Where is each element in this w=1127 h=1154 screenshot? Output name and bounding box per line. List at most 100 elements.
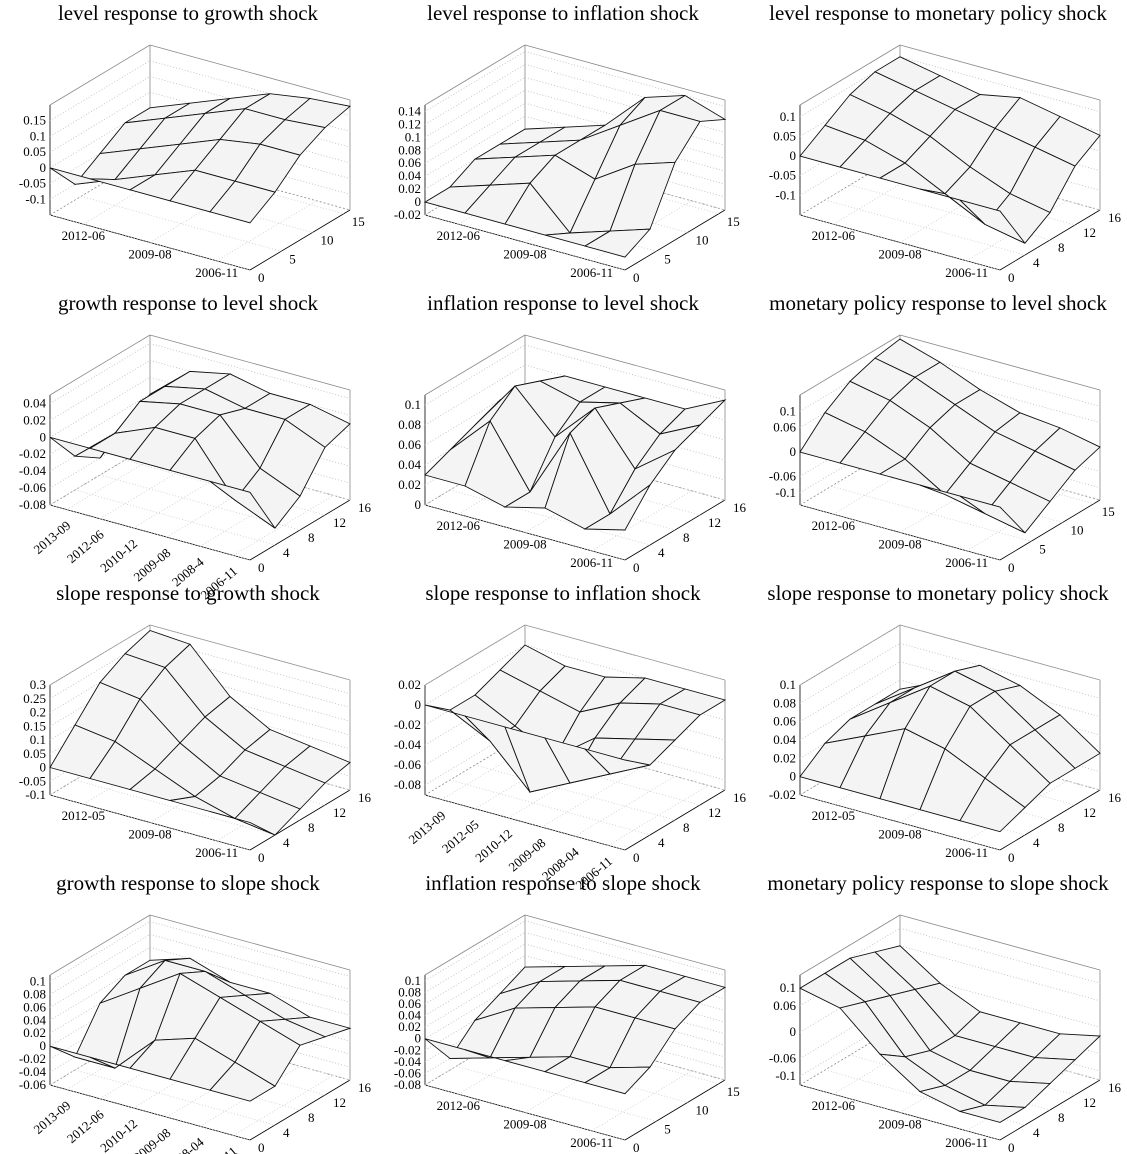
x-tick-label: 2012-06 bbox=[437, 228, 481, 243]
panel-title: level response to monetary policy shock bbox=[769, 1, 1107, 25]
box-edge bbox=[900, 625, 1100, 680]
y-tick-label: 0 bbox=[258, 850, 265, 865]
z-tick-label: 0.06 bbox=[773, 998, 796, 1013]
panel-title: slope response to inflation shock bbox=[425, 581, 701, 605]
y-tick-label: 10 bbox=[321, 233, 334, 248]
z-tick-label: 0.15 bbox=[23, 718, 46, 733]
z-tick-label: -0.08 bbox=[19, 497, 46, 512]
z-tick-label: -0.02 bbox=[19, 1051, 46, 1066]
y-tick-label: 16 bbox=[358, 790, 372, 805]
z-tick-label: 0.14 bbox=[398, 103, 421, 118]
y-tick-label: 0 bbox=[1008, 560, 1015, 575]
y-tick-label: 16 bbox=[733, 790, 747, 805]
z-tick-label: 0 bbox=[790, 1024, 797, 1039]
z-tick-label: 0.02 bbox=[398, 181, 421, 196]
y-tick-label: 0 bbox=[1008, 270, 1015, 285]
x-tick-label: 2006-11 bbox=[945, 555, 988, 570]
y-tick-label: 8 bbox=[308, 820, 315, 835]
z-tick-label: 0.1 bbox=[780, 980, 796, 995]
z-tick-label: 0.12 bbox=[398, 116, 421, 131]
z-tick-label: -0.1 bbox=[25, 191, 46, 206]
grid-line bbox=[575, 776, 675, 836]
y-tick-label: 12 bbox=[708, 805, 721, 820]
y-tick-label: 0 bbox=[258, 560, 265, 575]
z-tick-label: 0.04 bbox=[773, 732, 796, 747]
x-tick-label: 2009-08 bbox=[878, 827, 921, 842]
y-tick-label: 12 bbox=[333, 805, 346, 820]
panel-title: level response to inflation shock bbox=[427, 1, 699, 25]
y-tick-label: 4 bbox=[1033, 255, 1040, 270]
y-tick-label: 15 bbox=[727, 214, 740, 229]
panel: monetary policy response to slope shock-… bbox=[767, 871, 1121, 1154]
x-tick-label: 2009-08 bbox=[131, 545, 174, 584]
y-tick-label: 16 bbox=[1108, 210, 1122, 225]
panel: slope response to growth shock-0.1-0.050… bbox=[19, 581, 372, 865]
z-tick-label: -0.02 bbox=[769, 787, 796, 802]
panel: slope response to monetary policy shock -… bbox=[767, 581, 1121, 865]
panel-title: growth response to slope shock bbox=[56, 871, 320, 895]
z-tick-label: 0.1 bbox=[780, 403, 796, 418]
y-tick-label: 0 bbox=[633, 270, 640, 285]
y-tick-label: 4 bbox=[1033, 1125, 1040, 1140]
z-tick-label: 0 bbox=[790, 444, 797, 459]
x-tick-label: 2009-08 bbox=[878, 1117, 921, 1132]
y-tick-label: 8 bbox=[1058, 1110, 1065, 1125]
z-tick-label: 0.02 bbox=[398, 677, 421, 692]
x-tick-label: 2012-06 bbox=[812, 1098, 856, 1113]
grid-line bbox=[800, 643, 900, 703]
y-tick-label: 16 bbox=[733, 500, 747, 515]
panel-title: slope response to monetary policy shock bbox=[767, 581, 1109, 605]
y-tick-label: 16 bbox=[358, 500, 372, 515]
z-tick-label: 0.04 bbox=[23, 1012, 46, 1027]
z-tick-label: -0.1 bbox=[25, 787, 46, 802]
panel: growth response to level shock-0.08-0.06… bbox=[19, 291, 372, 602]
panel-title: growth response to level shock bbox=[58, 291, 319, 315]
y-tick-label: 0 bbox=[258, 270, 265, 285]
z-tick-label: 0.02 bbox=[398, 477, 421, 492]
z-tick-label: 0.3 bbox=[30, 677, 46, 692]
y-tick-label: 16 bbox=[1108, 790, 1122, 805]
x-tick-label: 2009-08 bbox=[878, 537, 921, 552]
panel: level response to monetary policy shock -… bbox=[769, 1, 1122, 285]
box-edge bbox=[425, 45, 525, 105]
x-tick-label: 2012-06 bbox=[812, 518, 856, 533]
y-tick-label: 8 bbox=[308, 530, 315, 545]
z-tick-label: -0.1 bbox=[775, 187, 796, 202]
z-tick-label: 0.04 bbox=[23, 395, 46, 410]
y-tick-label: 8 bbox=[1058, 240, 1065, 255]
x-tick-label: 2009-08 bbox=[128, 247, 171, 262]
panel-title: inflation response to level shock bbox=[427, 291, 699, 315]
z-tick-label: 0.2 bbox=[30, 705, 46, 720]
z-tick-label: 0 bbox=[415, 194, 422, 209]
z-tick-label: 0 bbox=[790, 148, 797, 163]
z-tick-label: 0.06 bbox=[398, 437, 421, 452]
z-tick-label: 0 bbox=[790, 769, 797, 784]
panel: monetary policy response to level shock-… bbox=[769, 291, 1115, 575]
z-tick-label: -0.02 bbox=[394, 717, 421, 732]
y-tick-label: 10 bbox=[696, 1103, 709, 1118]
box-edge bbox=[50, 915, 150, 975]
y-tick-label: 12 bbox=[333, 1095, 346, 1110]
z-tick-label: 0.02 bbox=[23, 412, 46, 427]
x-tick-label: 2012-06 bbox=[62, 228, 106, 243]
x-tick-label: 2006-11 bbox=[570, 555, 613, 570]
box-edge bbox=[50, 45, 150, 105]
z-tick-label: 0.02 bbox=[23, 1025, 46, 1040]
z-tick-label: -0.05 bbox=[19, 176, 46, 191]
x-tick-label: 2006-11 bbox=[945, 265, 988, 280]
x-tick-label: 2012-05 bbox=[62, 808, 105, 823]
grid-line bbox=[425, 64, 525, 124]
grid-line bbox=[425, 77, 525, 137]
z-tick-label: -0.02 bbox=[19, 446, 46, 461]
grid-line bbox=[50, 61, 150, 121]
y-tick-label: 8 bbox=[683, 820, 690, 835]
x-tick-label: 2006-11 bbox=[195, 845, 238, 860]
panel: level response to growth shock-0.1-0.050… bbox=[19, 1, 365, 285]
panel-title: slope response to growth shock bbox=[56, 581, 320, 605]
x-tick-label: 2006-11 bbox=[570, 1135, 613, 1150]
z-tick-label: -0.02 bbox=[394, 207, 421, 222]
grid-line bbox=[425, 921, 525, 981]
z-tick-label: 0.1 bbox=[405, 129, 421, 144]
panel-title: inflation response to slope shock bbox=[425, 871, 701, 895]
y-tick-label: 12 bbox=[333, 515, 346, 530]
